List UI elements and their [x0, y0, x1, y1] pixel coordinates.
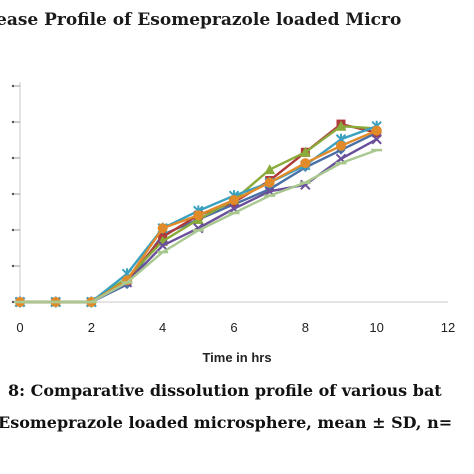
y-tick-stub: [11, 192, 15, 196]
y-tick-stub: [11, 300, 15, 304]
data-point: [193, 210, 204, 221]
data-point: [157, 223, 168, 234]
x-tick-label: 4: [159, 320, 166, 335]
x-tick-label: 0: [16, 320, 23, 335]
y-tick-stub: [11, 120, 15, 124]
y-tick-stub: [11, 84, 15, 88]
chart-title: ease Profile of Esomeprazole loaded Micr…: [0, 10, 401, 30]
data-point: [264, 164, 276, 175]
y-tick-stub: [11, 264, 15, 268]
data-point: [300, 158, 311, 169]
x-tick-label: 12: [441, 320, 455, 335]
y-tick-stub: [11, 156, 15, 160]
x-tick-label: 2: [88, 320, 95, 335]
x-axis-label: Time in hrs: [202, 350, 271, 365]
x-tick-label: 6: [230, 320, 237, 335]
x-tick-label: 8: [302, 320, 309, 335]
plot-area: 0 2 4 6 8 10 12: [11, 82, 455, 335]
data-point: [299, 146, 311, 157]
data-point: [336, 140, 346, 151]
figure-caption-line1: 8: Comparative dissolution profile of va…: [8, 381, 442, 400]
data-point: [229, 195, 239, 206]
figure-caption-line2: Esomeprazole loaded microsphere, mean ± …: [0, 413, 452, 432]
data-point: [335, 120, 347, 131]
data-point: [371, 125, 382, 136]
data-point: [157, 240, 168, 251]
data-point: [264, 177, 275, 188]
series-line: [20, 148, 378, 304]
data-point: [371, 134, 382, 145]
y-tick-stub: [11, 228, 15, 232]
x-tick-label: 10: [369, 320, 383, 335]
